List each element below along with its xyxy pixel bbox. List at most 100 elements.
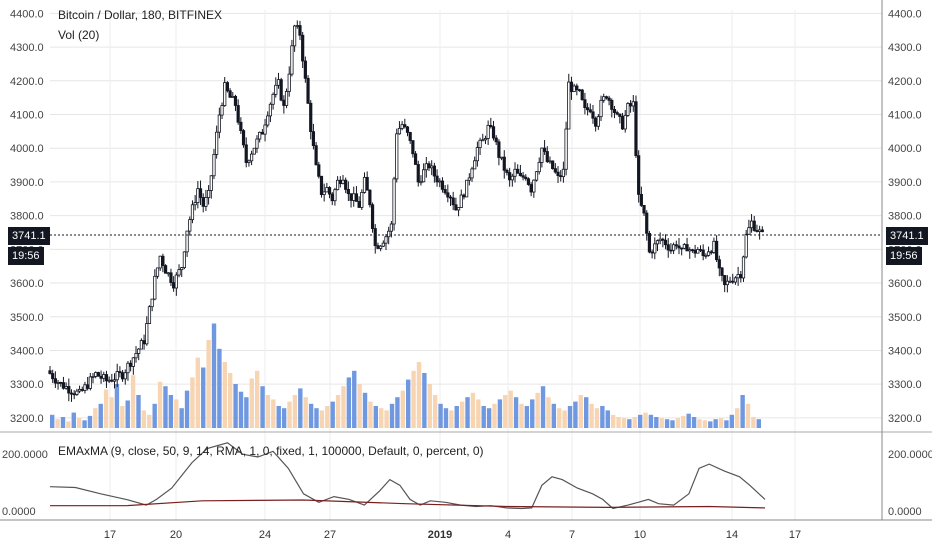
volume-bar bbox=[600, 406, 605, 428]
candle-body bbox=[104, 374, 109, 382]
volume-bar bbox=[438, 403, 443, 428]
volume-bar bbox=[713, 419, 718, 428]
volume-bar bbox=[82, 420, 87, 428]
candle-body bbox=[244, 144, 248, 163]
volume-bar bbox=[594, 408, 600, 428]
candle-body bbox=[690, 249, 695, 252]
candle-body bbox=[287, 73, 291, 92]
candle-body bbox=[145, 323, 149, 345]
candle-body bbox=[521, 175, 525, 178]
price-tick-left: 4300.0 bbox=[10, 42, 44, 54]
candle-body bbox=[204, 197, 208, 207]
candle-body bbox=[419, 181, 423, 184]
candle-body bbox=[642, 205, 646, 214]
candle-body bbox=[577, 89, 582, 92]
volume-bar bbox=[136, 395, 141, 428]
volume-bar bbox=[217, 348, 222, 428]
candle-body bbox=[131, 357, 135, 367]
candle-body bbox=[77, 388, 82, 392]
candle-body bbox=[510, 175, 514, 181]
candle-body bbox=[255, 138, 259, 149]
volume-bar bbox=[238, 391, 244, 428]
candle-body bbox=[142, 340, 146, 345]
candle-body bbox=[473, 160, 477, 170]
candle-body bbox=[413, 153, 418, 165]
candle-body bbox=[647, 232, 652, 253]
price-tick-right: 4100.0 bbox=[888, 110, 922, 122]
volume-bar bbox=[740, 395, 745, 428]
volume-bar bbox=[637, 414, 643, 428]
time-tick: 7 bbox=[569, 529, 575, 541]
candle-body bbox=[306, 77, 310, 104]
volume-bar bbox=[756, 419, 761, 428]
candle-body bbox=[96, 372, 100, 377]
candle-body bbox=[655, 240, 660, 245]
candle-body bbox=[669, 249, 673, 252]
candle-body bbox=[188, 219, 192, 232]
candle-body bbox=[591, 111, 595, 119]
candle-body bbox=[588, 109, 592, 113]
candle-body bbox=[271, 93, 275, 105]
candle-body bbox=[583, 99, 587, 109]
candle-body bbox=[252, 147, 256, 155]
candle-body bbox=[446, 192, 450, 198]
candle-body bbox=[575, 85, 579, 91]
volume-bar bbox=[244, 397, 249, 428]
candle-body bbox=[639, 194, 643, 206]
candle-body bbox=[416, 164, 420, 183]
volume-bar bbox=[308, 403, 314, 428]
candle-body bbox=[626, 103, 630, 116]
candle-body bbox=[360, 191, 364, 208]
candle-body bbox=[247, 160, 251, 163]
candle-body bbox=[381, 242, 385, 247]
volume-bar bbox=[211, 323, 217, 428]
volume-bar bbox=[422, 373, 427, 428]
volume-bar bbox=[470, 392, 476, 428]
candle-body bbox=[392, 178, 396, 225]
candle-body bbox=[163, 265, 168, 274]
candle-body bbox=[438, 180, 442, 183]
volume-bar bbox=[492, 403, 497, 428]
volume-bar bbox=[578, 395, 583, 428]
volume-bar bbox=[298, 388, 303, 428]
candle-body bbox=[357, 201, 361, 208]
candle-body bbox=[451, 197, 455, 206]
candle-body bbox=[747, 227, 751, 235]
candle-body bbox=[193, 202, 197, 206]
candle-body bbox=[379, 245, 383, 249]
candle-body bbox=[462, 194, 466, 198]
volume-bar bbox=[610, 414, 616, 428]
candle-body bbox=[725, 280, 729, 286]
candle-body bbox=[166, 272, 170, 275]
candle-body bbox=[61, 382, 66, 389]
volume-bar bbox=[454, 406, 459, 428]
volume-bar bbox=[497, 399, 503, 428]
candle-body bbox=[475, 147, 479, 162]
candle-body bbox=[559, 175, 563, 178]
candle-body bbox=[126, 362, 130, 374]
candle-body bbox=[137, 348, 141, 354]
volume-bar bbox=[109, 397, 114, 428]
candle-body bbox=[231, 95, 235, 98]
candle-body bbox=[217, 114, 221, 133]
candle-body bbox=[483, 138, 488, 141]
volume-bar bbox=[540, 386, 546, 428]
volume-bar bbox=[643, 412, 648, 428]
volume-bar bbox=[605, 410, 610, 428]
candle-body bbox=[717, 259, 721, 269]
candle-body bbox=[233, 95, 238, 106]
candle-body bbox=[182, 251, 186, 269]
countdown-tag-right: 19:56 bbox=[886, 247, 922, 265]
volume-bar bbox=[130, 375, 136, 428]
volume-bar bbox=[357, 384, 362, 428]
candle-body bbox=[64, 386, 68, 389]
volume-bar bbox=[87, 415, 93, 428]
candle-body bbox=[540, 147, 544, 163]
candle-body bbox=[249, 153, 254, 162]
volume-bar bbox=[195, 357, 201, 428]
candle-body bbox=[696, 249, 700, 254]
price-tick-left: 3200.0 bbox=[10, 413, 44, 425]
candle-body bbox=[180, 267, 184, 271]
candle-body bbox=[634, 101, 638, 157]
candle-body bbox=[346, 189, 350, 195]
